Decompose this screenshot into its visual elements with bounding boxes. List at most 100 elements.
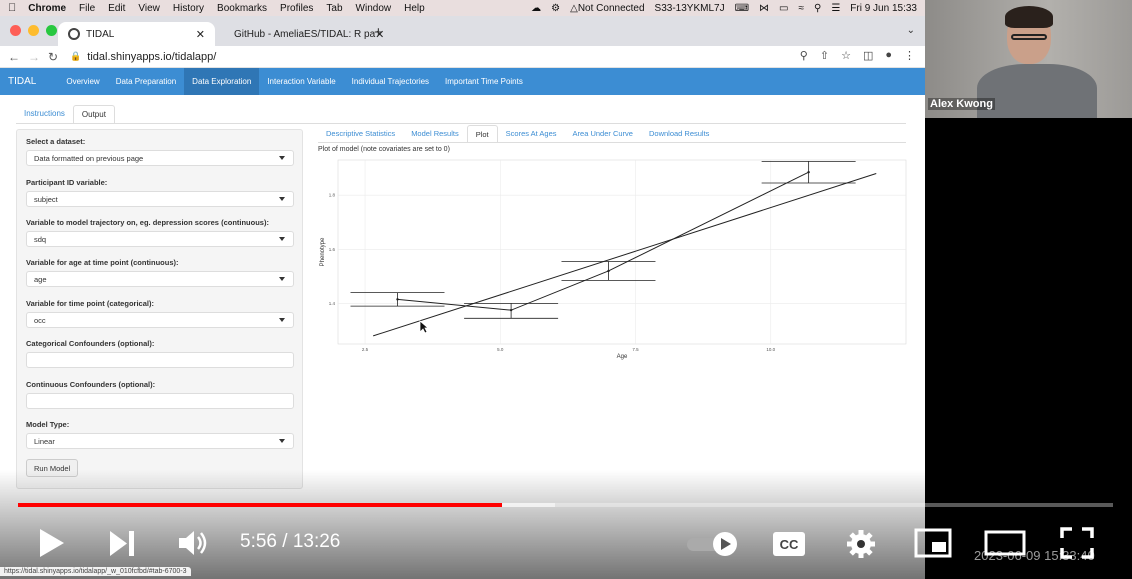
- play-icon[interactable]: [38, 527, 66, 559]
- lock-icon[interactable]: 🔒: [70, 51, 82, 61]
- categorical-confounders-label: Categorical Confounders (optional):: [26, 339, 155, 348]
- trajectory-variable-field: Variable to model trajectory on, eg. dep…: [26, 218, 294, 247]
- mean-point: [807, 170, 810, 174]
- vpn-icon[interactable]: ⚙: [551, 2, 561, 14]
- continuous-confounders-input[interactable]: [26, 393, 294, 409]
- forward-icon[interactable]: →: [28, 49, 40, 64]
- presenter-name: Alex Kwong: [928, 98, 995, 110]
- output-tab-divider: [318, 142, 906, 143]
- trajectory-variable-select[interactable]: sdq: [26, 231, 294, 247]
- close-tab-icon[interactable]: ✕: [195, 28, 205, 41]
- theater-mode-icon[interactable]: [984, 530, 1026, 556]
- zoom-window-icon[interactable]: [46, 25, 57, 36]
- settings-gear-icon[interactable]: [846, 529, 876, 559]
- nav-data-exploration[interactable]: Data Exploration: [184, 68, 260, 95]
- bluetooth-icon[interactable]: ⋈: [759, 2, 770, 14]
- model-plot: 2.5 5.0 7.5 10.0 1.4 1.6 1.8 Age Phenotype: [320, 159, 907, 360]
- new-tab-icon[interactable]: +: [374, 24, 383, 41]
- apple-icon[interactable]: : [8, 2, 16, 14]
- profile-icon[interactable]: ●: [885, 49, 892, 61]
- zoom-icon[interactable]: ⚲: [799, 50, 808, 62]
- age-variable-field: Variable for age at time point (continuo…: [26, 258, 294, 287]
- tab-instructions[interactable]: Instructions: [24, 109, 65, 118]
- menu-view[interactable]: View: [130, 2, 160, 14]
- cloud-icon[interactable]: ☁: [531, 2, 542, 14]
- tab-model-results[interactable]: Model Results: [411, 129, 459, 138]
- menu-app-name[interactable]: Chrome: [20, 2, 66, 14]
- browser-tab-tidal[interactable]: TIDAL ✕: [58, 22, 215, 46]
- time-point-field: Variable for time point (categorical): o…: [26, 299, 294, 328]
- search-icon[interactable]: ⚲: [813, 2, 822, 14]
- menu-profiles[interactable]: Profiles: [271, 2, 313, 14]
- menu-bookmarks[interactable]: Bookmarks: [208, 2, 267, 14]
- vpn-status[interactable]: △Not Connected: [570, 3, 644, 14]
- continuous-confounders-field: Continuous Confounders (optional):: [26, 380, 294, 409]
- y-axis-label: Phenotype: [320, 237, 326, 266]
- progress-bar[interactable]: [18, 503, 1113, 507]
- age-variable-select[interactable]: age: [26, 271, 294, 287]
- x-tick-label: 5.0: [497, 347, 504, 352]
- nav-important-time-points[interactable]: Important Time Points: [445, 77, 523, 86]
- captions-icon[interactable]: CC: [772, 531, 806, 557]
- time-display: 5:56 / 13:26: [240, 531, 341, 552]
- wifi-icon[interactable]: ≈: [798, 2, 804, 14]
- control-center-icon[interactable]: ☰: [831, 2, 841, 14]
- x-tick-label: 10.0: [766, 347, 775, 352]
- model-type-value: Linear: [34, 436, 55, 446]
- bookmark-star-icon[interactable]: ☆: [841, 50, 851, 62]
- caret-down-icon: [279, 237, 285, 241]
- tab-plot[interactable]: Plot: [466, 125, 498, 143]
- miniplayer-icon[interactable]: [914, 528, 952, 558]
- menu-tab[interactable]: Tab: [318, 2, 342, 14]
- menubar-status-area: ☁ ⚙ △Not Connected S33-13YKML7J ⌨ ⋈ ▭ ≈ …: [531, 0, 917, 16]
- close-window-icon[interactable]: [10, 25, 21, 36]
- trajectory-variable-label: Variable to model trajectory on, eg. dep…: [26, 218, 269, 227]
- tab-scores-at-ages[interactable]: Scores At Ages: [505, 129, 557, 138]
- tab-area-under-curve[interactable]: Area Under Curve: [572, 129, 633, 138]
- tab-descriptive-statistics[interactable]: Descriptive Statistics: [326, 129, 396, 138]
- x-tick-label: 2.5: [362, 347, 369, 352]
- categorical-confounders-input[interactable]: [26, 352, 294, 368]
- model-type-select[interactable]: Linear: [26, 433, 294, 449]
- volume-icon[interactable]: [178, 529, 210, 557]
- tab-output[interactable]: Output: [72, 105, 115, 123]
- back-icon[interactable]: ←: [8, 49, 20, 64]
- browser-tab-github[interactable]: GitHub - AmeliaES/TIDAL: R pa ✕: [218, 22, 384, 46]
- warning-icon: △: [570, 2, 578, 14]
- toolbar-icons: ⚲ ⇧ ☆ ◫ ● ⋮: [800, 49, 915, 62]
- participant-id-select[interactable]: subject: [26, 191, 294, 207]
- dataset-select-value: Data formatted on previous page: [34, 153, 144, 163]
- nav-interaction-variable[interactable]: Interaction Variable: [267, 77, 336, 86]
- keyboard-icon[interactable]: ⌨: [734, 2, 750, 14]
- dataset-select[interactable]: Data formatted on previous page: [26, 150, 294, 166]
- nav-data-preparation[interactable]: Data Preparation: [115, 77, 177, 86]
- menu-edit[interactable]: Edit: [99, 2, 125, 14]
- tab-download-results[interactable]: Download Results: [648, 129, 710, 138]
- share-icon[interactable]: ⇧: [819, 50, 830, 62]
- menu-window[interactable]: Window: [347, 2, 392, 14]
- menu-help[interactable]: Help: [395, 2, 425, 14]
- app-brand[interactable]: TIDAL: [8, 76, 37, 87]
- menubar-clock[interactable]: Fri 9 Jun 15:33: [850, 2, 917, 14]
- reload-icon[interactable]: ↻: [48, 49, 59, 64]
- nav-overview[interactable]: Overview: [66, 77, 100, 86]
- nav-individual-trajectories[interactable]: Individual Trajectories: [351, 77, 430, 86]
- participant-id-label: Participant ID variable:: [26, 178, 108, 187]
- next-icon[interactable]: [109, 530, 137, 557]
- time-point-select[interactable]: occ: [26, 312, 294, 328]
- close-tab-icon[interactable]: ✕: [375, 28, 385, 41]
- minimize-window-icon[interactable]: [28, 25, 39, 36]
- menu-file[interactable]: File: [70, 2, 95, 14]
- menu-history[interactable]: History: [164, 2, 204, 14]
- tab-search-chevron-icon[interactable]: ⌄: [906, 25, 915, 36]
- hostname[interactable]: S33-13YKML7J: [654, 2, 725, 14]
- output-tabs: Descriptive Statistics Model Results Plo…: [318, 125, 717, 143]
- kebab-menu-icon[interactable]: ⋮: [904, 50, 915, 62]
- battery-icon[interactable]: ▭: [779, 2, 789, 14]
- tab-title: GitHub - AmeliaES/TIDAL: R pa: [234, 28, 376, 40]
- address-bar[interactable]: 🔒 tidal.shinyapps.io/tidalapp/: [70, 51, 216, 63]
- fullscreen-icon[interactable]: [1060, 527, 1094, 559]
- side-panel-icon[interactable]: ◫: [862, 50, 874, 62]
- autoplay-toggle[interactable]: [686, 531, 740, 557]
- url-text[interactable]: tidal.shinyapps.io/tidalapp/: [87, 50, 217, 63]
